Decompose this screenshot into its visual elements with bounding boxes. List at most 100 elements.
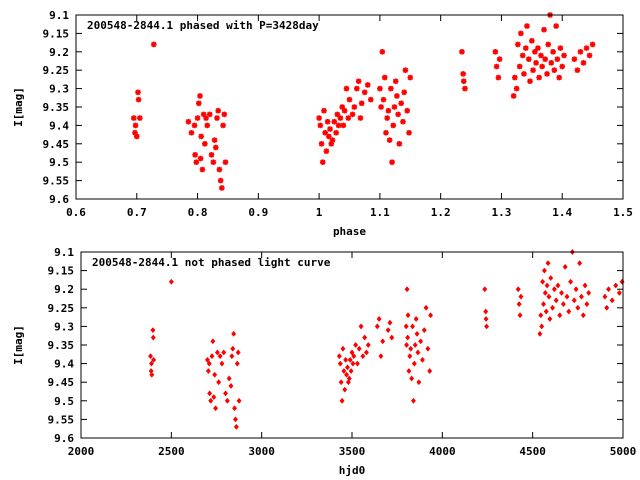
data-point: [406, 368, 412, 375]
data-point: [400, 118, 406, 125]
y-tick-label: 9.6: [49, 193, 69, 206]
phased-plot-x-axis-label: phase: [333, 225, 366, 238]
data-point: [340, 122, 347, 129]
data-point: [322, 129, 328, 136]
data-point: [226, 375, 232, 382]
data-point: [358, 100, 365, 107]
data-point: [515, 286, 521, 293]
data-point: [337, 115, 344, 121]
data-point: [538, 312, 544, 319]
data-point: [135, 96, 142, 103]
data-point: [316, 115, 322, 121]
data-point: [212, 371, 218, 378]
data-point: [571, 297, 577, 304]
x-tick-label: 0.9: [248, 206, 268, 219]
data-point: [484, 323, 490, 330]
data-point: [559, 289, 565, 296]
data-point: [350, 360, 356, 367]
data-point: [344, 364, 351, 371]
data-point: [540, 301, 547, 308]
data-point: [547, 315, 553, 322]
data-point: [537, 330, 543, 337]
data-point: [575, 304, 581, 311]
y-tick-label: 9.35: [43, 101, 70, 114]
data-point: [404, 286, 410, 293]
x-tick-label: 1.2: [431, 206, 451, 219]
data-point: [194, 115, 201, 121]
data-point: [216, 166, 223, 173]
data-point: [222, 159, 229, 165]
data-point: [231, 330, 237, 337]
data-point: [351, 104, 358, 110]
light-curve-plot-panel: 2000 2500 3000 3500 4000 4500 5000 9.1 9.15 9.2 9.…: [12, 246, 636, 477]
data-point: [329, 137, 336, 143]
data-point: [544, 71, 550, 77]
data-point: [553, 297, 559, 304]
data-point: [340, 345, 346, 352]
data-point: [533, 60, 539, 66]
x-tick-label: 4500: [519, 445, 546, 458]
data-point: [542, 56, 549, 62]
data-point: [349, 349, 355, 356]
y-tick-label: 9.6: [54, 432, 74, 445]
x-tick-label: 1: [316, 206, 323, 219]
data-point: [401, 89, 407, 96]
data-point: [613, 282, 619, 289]
data-point: [200, 111, 207, 118]
y-tick-label: 9.15: [43, 27, 70, 40]
data-point: [355, 78, 362, 85]
data-point: [410, 397, 416, 404]
y-tick-label: 9.3: [54, 320, 74, 333]
data-point: [574, 67, 581, 73]
data-point: [219, 360, 225, 367]
data-point: [343, 85, 350, 92]
data-point: [228, 382, 234, 389]
data-point: [211, 137, 218, 143]
data-point: [404, 107, 411, 114]
data-point: [518, 293, 524, 300]
y-tick-label: 9.2: [49, 46, 69, 59]
data-point: [130, 115, 137, 121]
light-curve-plot-title: 200548-2844.1 not phased light curve: [92, 256, 331, 269]
data-point: [150, 327, 156, 334]
x-tick-label: 0.7: [127, 206, 147, 219]
data-point: [224, 397, 230, 404]
data-point: [462, 85, 468, 92]
data-point: [562, 263, 568, 270]
data-point: [386, 137, 393, 143]
data-point: [513, 85, 520, 92]
data-point: [195, 100, 202, 107]
data-point: [555, 282, 561, 289]
y-tick-label: 9.5: [54, 395, 74, 408]
y-tick-label: 9.3: [49, 83, 69, 96]
data-point: [317, 122, 324, 129]
data-point: [377, 85, 383, 92]
data-point: [604, 304, 610, 311]
data-point: [199, 166, 206, 173]
data-point: [609, 297, 615, 304]
data-point: [460, 71, 466, 77]
data-point: [542, 289, 548, 296]
data-point: [543, 308, 549, 315]
data-point: [232, 416, 238, 423]
data-point: [411, 360, 417, 367]
data-point: [521, 71, 527, 77]
data-point: [361, 89, 368, 96]
data-point: [360, 353, 366, 360]
data-point: [334, 111, 341, 118]
data-point: [530, 67, 536, 73]
data-point: [219, 185, 225, 191]
data-point: [339, 397, 345, 404]
data-point: [343, 356, 349, 363]
data-point: [344, 371, 350, 378]
x-tick-label: 3000: [248, 445, 275, 458]
data-point: [541, 267, 547, 274]
data-point: [512, 74, 518, 81]
phased-plot-title: 200548-2844.1 phased with P=3428day: [87, 19, 319, 32]
data-point: [234, 360, 240, 367]
data-point: [214, 349, 220, 356]
data-point: [554, 56, 561, 62]
data-point: [210, 338, 216, 345]
data-point: [208, 397, 214, 404]
